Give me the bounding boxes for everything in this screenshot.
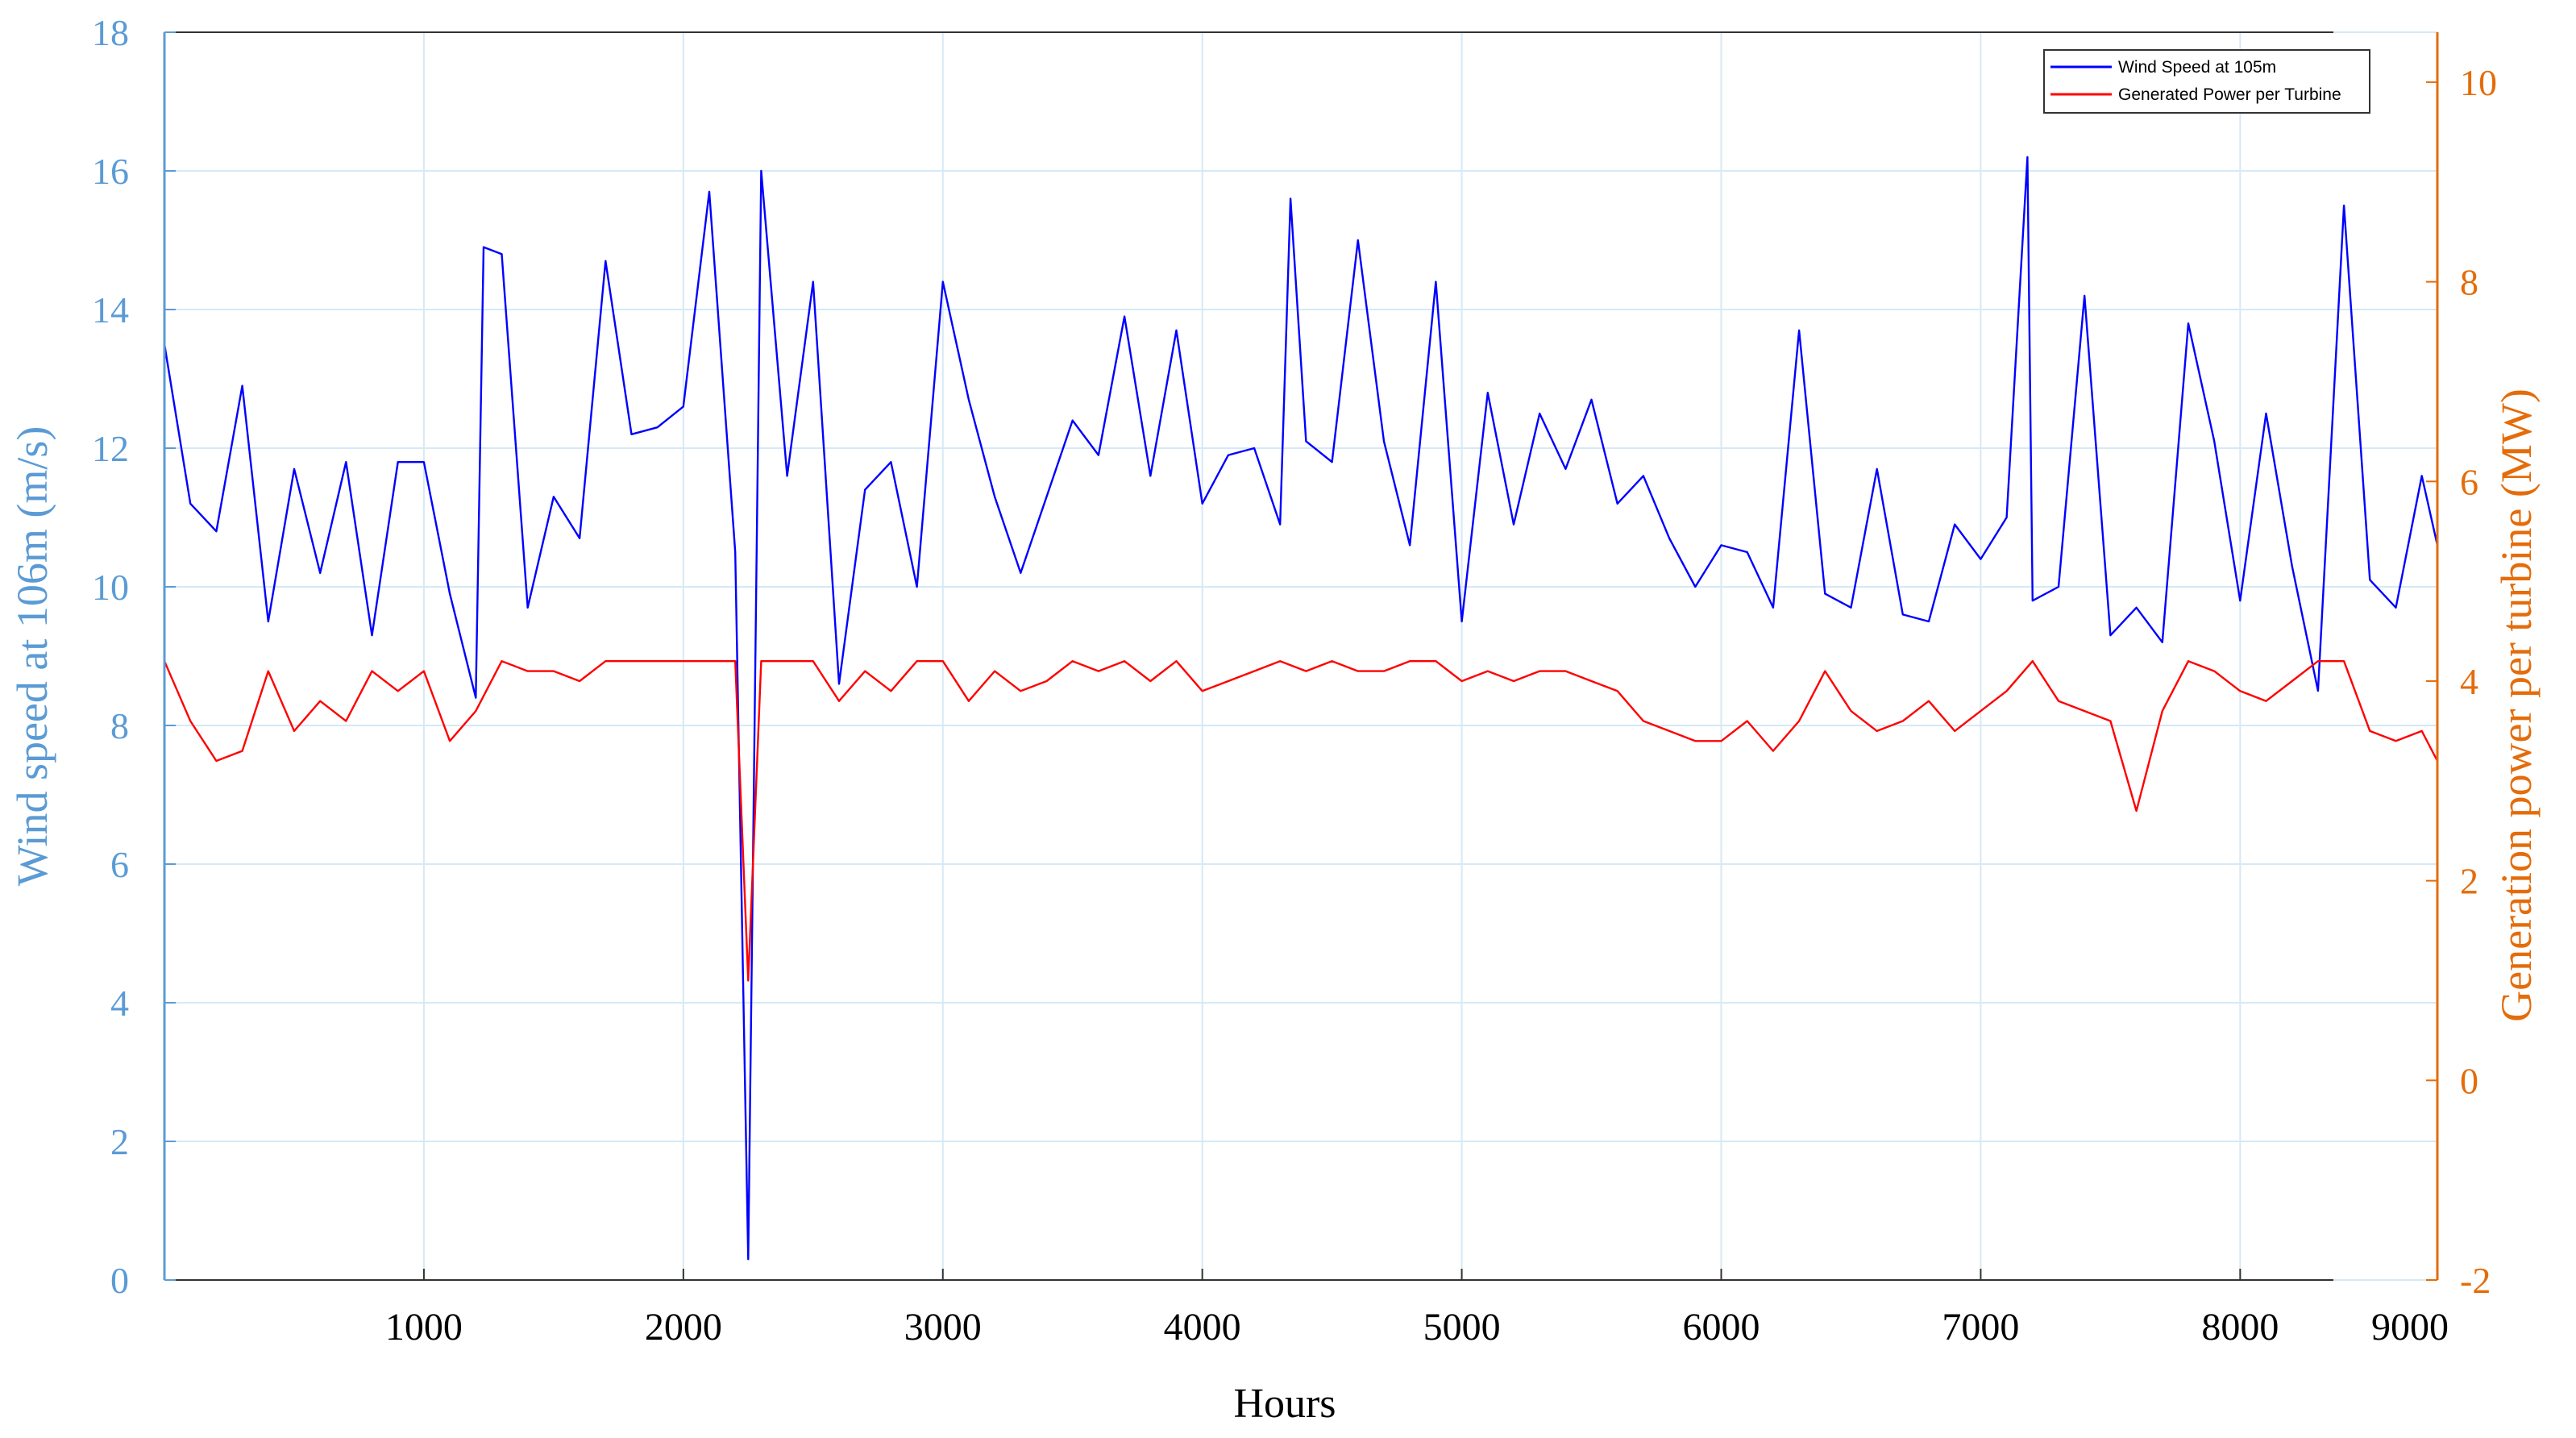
y-tick-label-right: 6 bbox=[2460, 461, 2478, 502]
y-tick-label-right: -2 bbox=[2460, 1260, 2491, 1301]
x-tick-label: 3000 bbox=[904, 1306, 982, 1349]
x-axis-label: Hours bbox=[1233, 1381, 1336, 1427]
legend-label-wind: Wind Speed at 105m bbox=[2118, 58, 2276, 77]
x-tick-label: 6000 bbox=[1683, 1306, 1760, 1349]
x-tick-label: 1000 bbox=[385, 1306, 463, 1349]
y-tick-label-right: 10 bbox=[2460, 62, 2497, 103]
legend-label-power: Generated Power per Turbine bbox=[2118, 85, 2341, 104]
tick-labels: 0 2 4 6 8 10 12 14 16 18 -2 0 2 4 6 8 10 1000 2000 3000 4000… bbox=[92, 12, 2497, 1349]
y-tick-label-right: 4 bbox=[2460, 661, 2478, 702]
y-axis-label-right: Generation power per turbine (MW) bbox=[2492, 389, 2541, 1022]
y-tick-label-right: 8 bbox=[2460, 262, 2478, 303]
wind-speed-series-line bbox=[163, 156, 2439, 1261]
x-tick-label: 5000 bbox=[1423, 1306, 1501, 1349]
axes bbox=[163, 31, 2439, 1281]
y-tick-label-left: 10 bbox=[92, 567, 129, 608]
legend: Wind Speed at 105m Generated Power per T… bbox=[2043, 49, 2370, 114]
x-tick-label: 9000 bbox=[2371, 1306, 2449, 1349]
y-tick-label-right: 0 bbox=[2460, 1060, 2478, 1101]
y-tick-label-left: 18 bbox=[92, 12, 129, 53]
y-tick-label-left: 8 bbox=[110, 705, 129, 746]
legend-box bbox=[2043, 49, 2370, 114]
series-layer bbox=[163, 156, 2439, 1261]
y-tick-label-left: 6 bbox=[110, 844, 129, 885]
generated-power-series-line bbox=[163, 660, 2439, 982]
y-tick-label-left: 14 bbox=[92, 289, 129, 330]
x-tick-label: 8000 bbox=[2201, 1306, 2279, 1349]
y-axis-label-left: Wind speed at 106m (m/s) bbox=[8, 426, 56, 887]
y-tick-label-right: 2 bbox=[2460, 861, 2478, 902]
y-tick-label-left: 2 bbox=[110, 1121, 129, 1162]
x-tick-label: 7000 bbox=[1942, 1306, 2019, 1349]
grid bbox=[164, 31, 2437, 1281]
x-tick-label: 4000 bbox=[1164, 1306, 1241, 1349]
y-tick-label-left: 0 bbox=[110, 1260, 129, 1301]
y-tick-label-left: 16 bbox=[92, 151, 129, 192]
y-tick-label-left: 4 bbox=[110, 983, 129, 1024]
y-tick-label-left: 12 bbox=[92, 428, 129, 469]
x-tick-label: 2000 bbox=[645, 1306, 722, 1349]
